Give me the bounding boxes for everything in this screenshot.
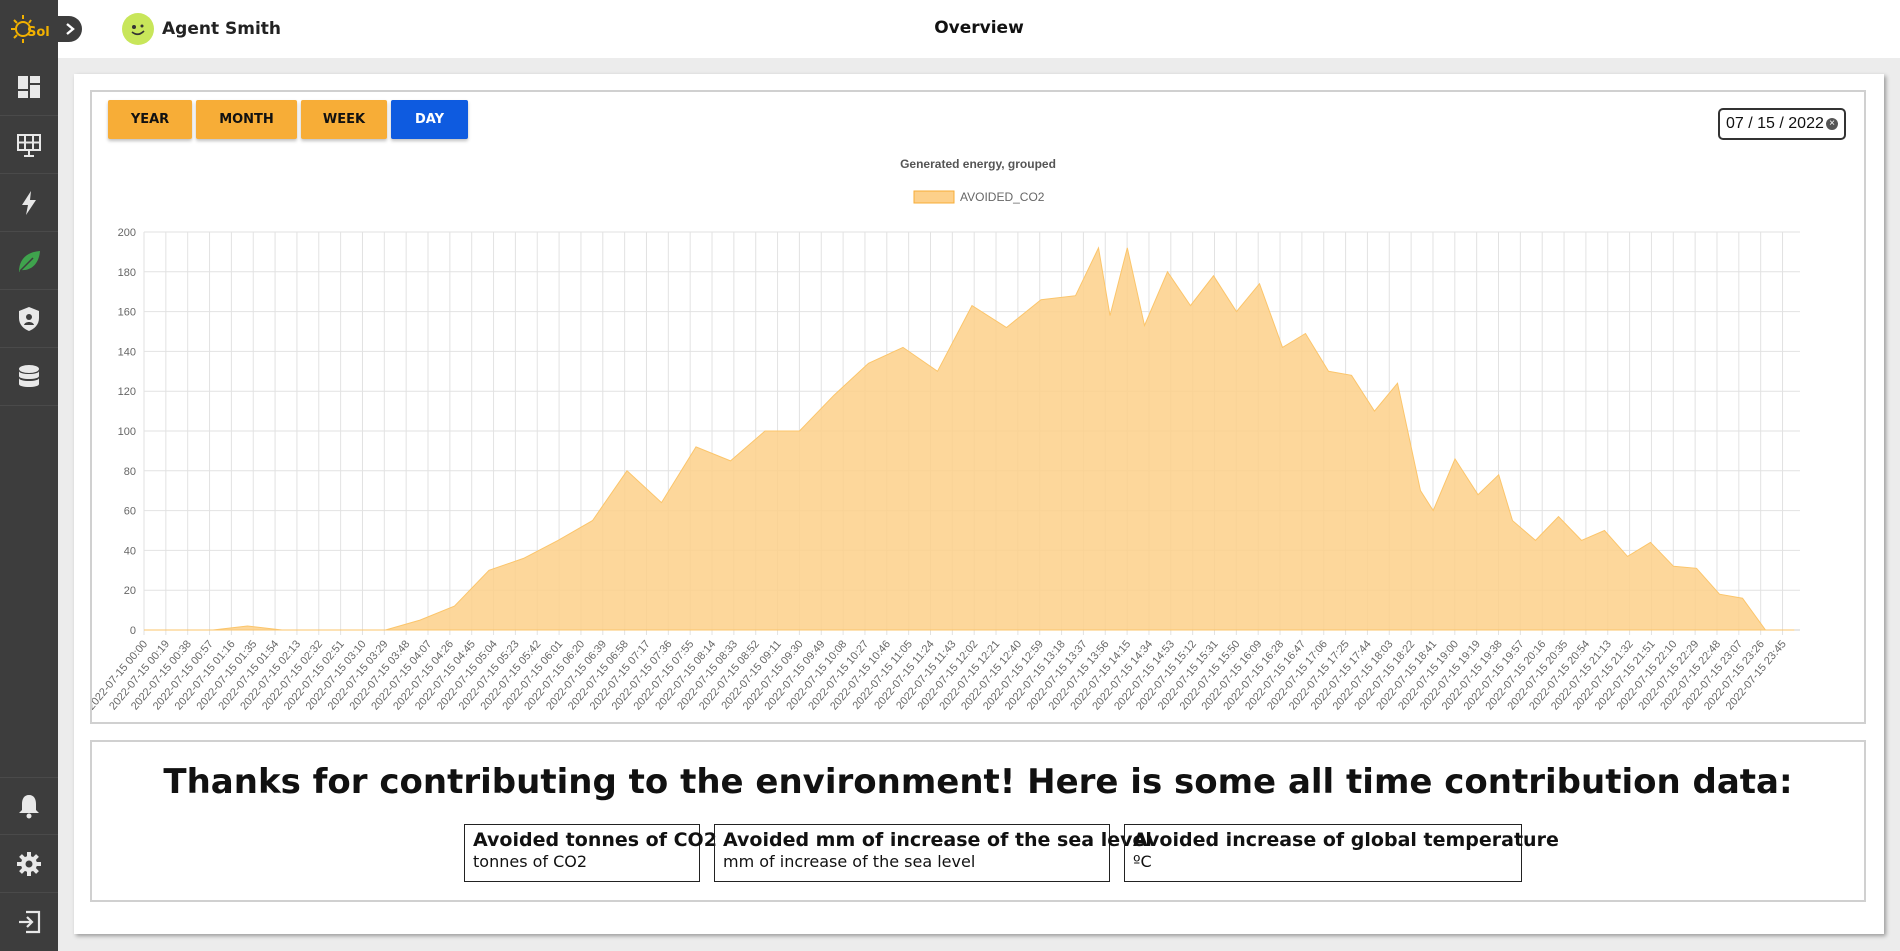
- y-tick-label: 180: [118, 267, 136, 279]
- range-button-group: YEAR MONTH WEEK DAY: [108, 100, 468, 139]
- sidebar-item-data[interactable]: [0, 348, 58, 406]
- database-icon: [19, 364, 39, 387]
- bell-icon: [19, 795, 39, 819]
- y-tick-label: 0: [130, 625, 136, 637]
- dashboard-icon: [18, 75, 40, 98]
- logout-icon: [19, 910, 41, 934]
- date-input[interactable]: 07 / 15 / 2022 ×: [1718, 108, 1846, 140]
- y-tick-label: 160: [118, 307, 136, 319]
- y-tick-label: 20: [124, 585, 136, 597]
- sidebar-item-settings[interactable]: [0, 835, 58, 893]
- shield-icon: [19, 306, 39, 331]
- user-name[interactable]: Agent Smith: [162, 19, 282, 39]
- logo-text: Sol: [27, 25, 49, 40]
- day-button[interactable]: DAY: [391, 100, 468, 139]
- contribution-title: Thanks for contributing to the environme…: [163, 762, 1793, 802]
- y-tick-label: 100: [118, 426, 136, 438]
- page-title: Overview: [934, 18, 1024, 38]
- stat-value: ºC: [1133, 852, 1152, 871]
- legend-label: AVOIDED_CO2: [960, 190, 1045, 204]
- stat-title: Avoided increase of global temperature: [1133, 829, 1559, 851]
- contribution-panel: Thanks for contributing to the environme…: [90, 740, 1866, 902]
- y-tick-label: 60: [124, 506, 136, 518]
- gear-icon: [17, 851, 41, 876]
- y-tick-label: 140: [118, 346, 136, 358]
- y-axis: 0 20 40 60 80 100 120 140 160 180 200: [118, 227, 136, 637]
- stat-value: tonnes of CO2: [473, 852, 588, 871]
- sun-logo-icon: Sol: [11, 15, 49, 43]
- lightning-icon: [22, 190, 36, 215]
- sol-logo[interactable]: Sol: [0, 0, 58, 58]
- year-button[interactable]: YEAR: [108, 100, 192, 139]
- sidebar-item-security[interactable]: [0, 290, 58, 348]
- stat-title: Avoided mm of increase of the sea level: [723, 829, 1152, 851]
- chart-title: Generated energy, grouped: [900, 157, 1056, 171]
- smiley-avatar-icon: [131, 24, 145, 36]
- sidebar-item-notifications[interactable]: [0, 777, 58, 835]
- sidebar-expand-button[interactable]: [58, 16, 82, 42]
- clear-date-icon[interactable]: ×: [1826, 118, 1838, 130]
- chevron-right-icon: [66, 23, 75, 35]
- sidebar-item-energy[interactable]: [0, 174, 58, 232]
- legend-swatch: [913, 190, 955, 204]
- y-tick-label: 80: [124, 466, 136, 478]
- y-tick-label: 120: [118, 386, 136, 398]
- top-bar: Agent Smith Overview: [58, 0, 1900, 58]
- chart-panel: YEAR MONTH WEEK DAY 07 / 15 / 2022 × Gen…: [90, 90, 1866, 724]
- stat-card-sea-level: Avoided mm of increase of the sea level …: [714, 824, 1152, 882]
- sidebar-item-environment[interactable]: [0, 232, 58, 290]
- stat-card-co2: Avoided tonnes of CO2 tonnes of CO2: [464, 824, 717, 882]
- month-button[interactable]: MONTH: [196, 100, 297, 139]
- y-tick-label: 200: [118, 227, 136, 239]
- solar-panel-icon: [17, 133, 41, 157]
- sidebar-item-logout[interactable]: [0, 893, 58, 951]
- area-series: [144, 246, 1795, 631]
- date-value: 07 / 15 / 2022: [1726, 115, 1824, 132]
- y-tick-label: 40: [124, 545, 136, 557]
- stat-card-temperature: Avoided increase of global temperature º…: [1124, 824, 1559, 882]
- stat-title: Avoided tonnes of CO2: [473, 829, 717, 851]
- main-card: YEAR MONTH WEEK DAY 07 / 15 / 2022 × Gen…: [74, 74, 1884, 934]
- sidebar: Sol: [0, 0, 82, 951]
- leaf-icon: [19, 250, 40, 272]
- chart-legend[interactable]: AVOIDED_CO2: [913, 190, 1045, 204]
- sidebar-item-dashboard[interactable]: [0, 58, 58, 116]
- area-series-avoided-co2[interactable]: [144, 246, 1795, 631]
- stat-value: mm of increase of the sea level: [723, 852, 976, 871]
- week-button[interactable]: WEEK: [301, 100, 387, 139]
- energy-chart: Generated energy, grouped AVOIDED_CO2 02…: [92, 157, 1800, 712]
- sidebar-item-solar-panels[interactable]: [0, 116, 58, 174]
- avatar[interactable]: [122, 13, 154, 45]
